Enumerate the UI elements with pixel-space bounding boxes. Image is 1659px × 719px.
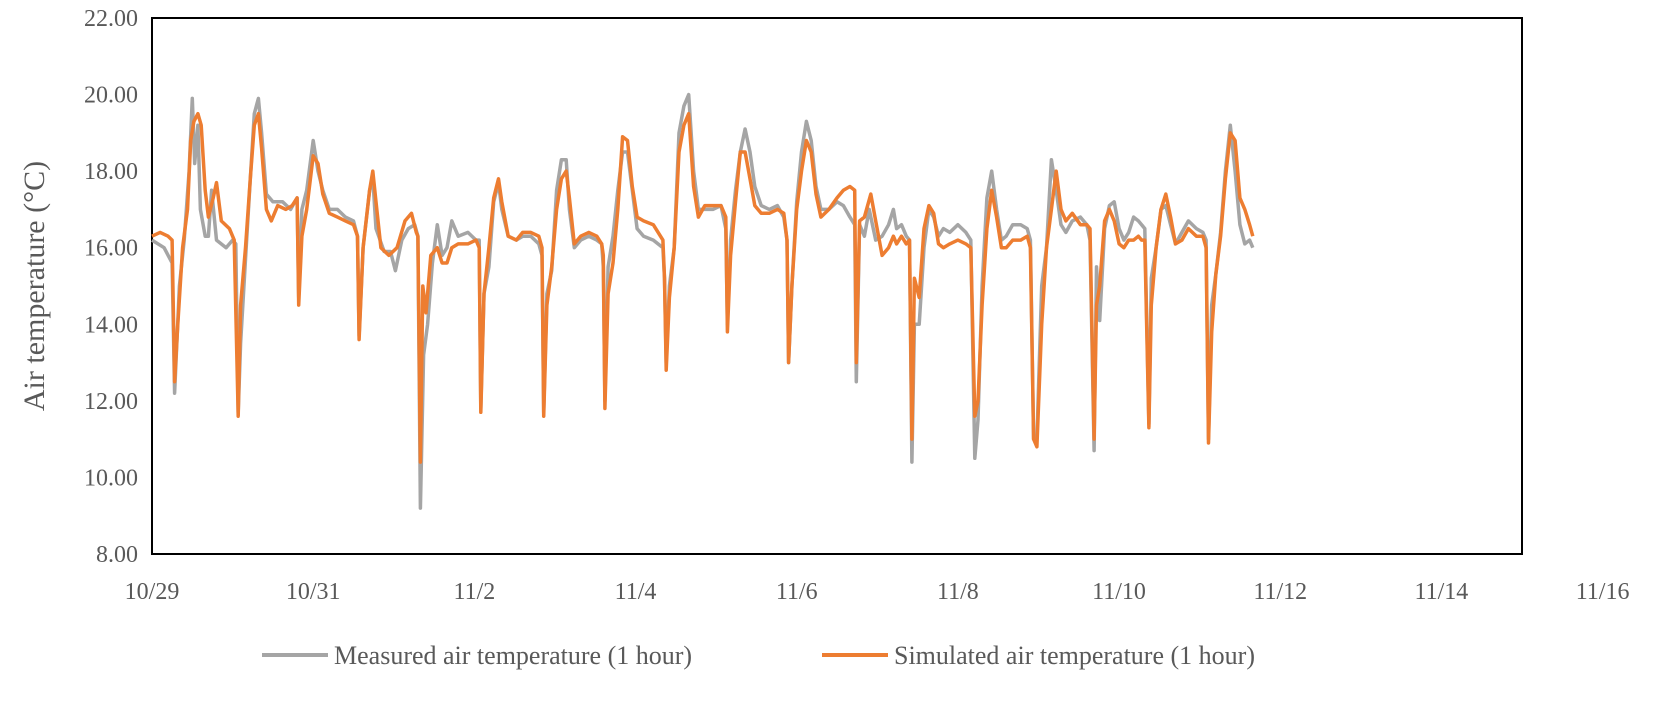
y-tick-label: 8.00 [96,542,138,568]
x-axis-tick-labels: 10/29 10/31 11/2 11/4 11/6 11/8 11/10 11/12 11/1… [125,579,1630,605]
y-axis-title: Air temperature (°C) [18,161,51,411]
x-tick-label: 11/14 [1415,579,1469,605]
y-tick-label: 18.00 [84,159,138,185]
series-line-simulated [151,111,1255,464]
series-lines [151,92,1255,510]
legend-label-measured: Measured air temperature (1 hour) [334,641,692,670]
x-tick-label: 11/4 [615,579,657,605]
x-tick-label: 11/6 [776,579,818,605]
x-tick-label: 11/16 [1576,579,1630,605]
y-tick-label: 10.00 [84,465,138,491]
x-tick-label: 11/10 [1092,579,1146,605]
y-tick-label: 22.00 [84,6,138,32]
y-tick-label: 20.00 [84,83,138,109]
x-tick-label: 11/2 [453,579,495,605]
x-tick-label: 11/8 [937,579,979,605]
plot-area-border [151,17,1523,555]
legend: Measured air temperature (1 hour) Simula… [262,641,1255,670]
y-tick-label: 12.00 [84,389,138,415]
x-tick-label: 10/29 [125,579,180,605]
x-tick-label: 10/31 [286,579,341,605]
series-line-measured [151,92,1255,510]
y-tick-label: 16.00 [84,236,138,262]
y-tick-label: 14.00 [84,312,138,338]
legend-label-simulated: Simulated air temperature (1 hour) [894,641,1255,670]
y-axis-tick-labels: 8.00 10.00 12.00 14.00 16.00 18.00 20.00 22.00 [84,6,138,568]
x-tick-label: 11/12 [1253,579,1307,605]
